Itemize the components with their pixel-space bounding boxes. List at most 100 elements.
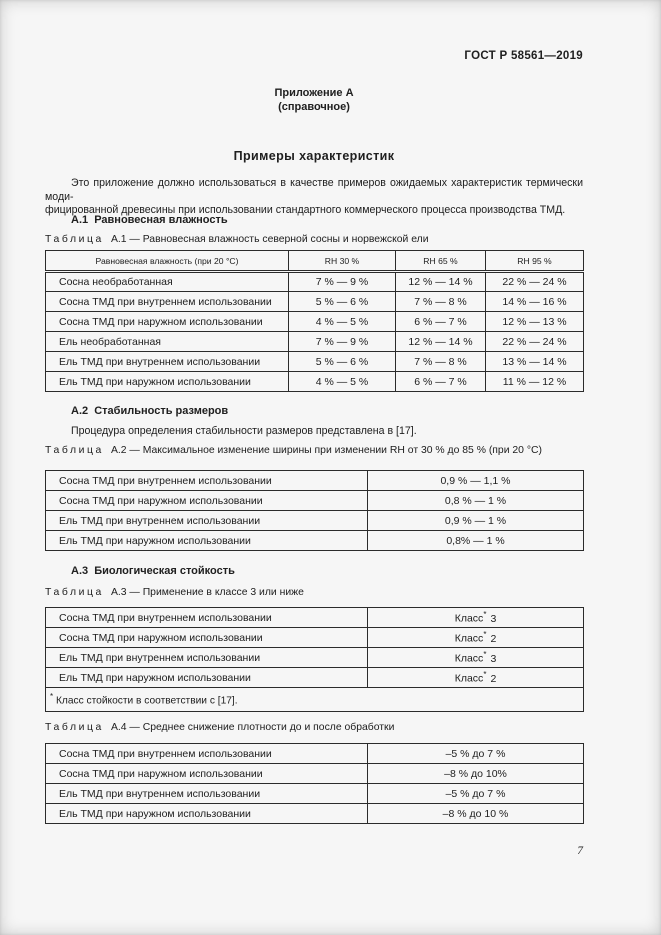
row-label: Сосна необработанная	[45, 271, 289, 292]
section-a3-heading: А.3 Биологическая стойкость	[71, 565, 235, 577]
row-value: 4 % — 5 %	[288, 371, 396, 392]
row-value: –5 % до 7 %	[367, 743, 584, 764]
table-row: Ель ТМД при внутреннем использовании 0,9…	[45, 510, 584, 531]
row-label: Сосна ТМД при наружном использовании	[45, 627, 368, 648]
table-row: Ель ТМД при внутреннем использовании –5 …	[45, 783, 584, 804]
table-row: Ель ТМД при внутреннем использовании Кла…	[45, 647, 584, 668]
section-a2-paragraph: Процедура определения стабильности разме…	[71, 425, 417, 437]
table-a4-caption-text: А.4 — Среднее снижение плотности до и по…	[110, 722, 395, 733]
row-label: Сосна ТМД при внутреннем использовании	[45, 470, 368, 491]
row-label: Сосна ТМД при наружном использовании	[45, 311, 289, 332]
row-label: Ель ТМД при наружном использовании	[45, 803, 368, 824]
row-value: 12 % — 14 %	[395, 331, 486, 352]
row-value: 7 % — 8 %	[395, 291, 486, 312]
class-word: Класс	[454, 652, 484, 665]
row-value: 11 % — 12 %	[485, 371, 584, 392]
section-a2-heading: А.2 Стабильность размеров	[71, 405, 229, 417]
table-row: Сосна ТМД при наружном использовании 4 %…	[45, 311, 584, 332]
footnote-marker: *	[483, 650, 487, 660]
table-a1-caption: Таблица А.1 — Равновесная влажность север…	[45, 234, 605, 245]
row-value: Класс* 3	[367, 607, 584, 628]
annex-title: Приложение А	[274, 87, 354, 99]
row-label: Сосна ТМД при наружном использовании	[45, 763, 368, 784]
table-row: Сосна ТМД при внутреннем использовании –…	[45, 743, 584, 764]
row-label: Ель ТМД при наружном использовании	[45, 667, 368, 688]
class-number: 3	[490, 652, 497, 665]
table-a1-header-col4: RH 95 %	[485, 250, 584, 273]
row-label: Сосна ТМД при внутреннем использовании	[45, 607, 368, 628]
row-value: 6 % — 7 %	[395, 371, 486, 392]
row-value: 12 % — 13 %	[485, 311, 584, 332]
table-row: Сосна ТМД при внутреннем использовании 5…	[45, 291, 584, 312]
row-value: 0,8% — 1 %	[367, 530, 584, 551]
table-a3-caption-word: Таблица	[45, 587, 104, 598]
table-row: Ель ТМД при наружном использовании Класс…	[45, 667, 584, 688]
table-row: Сосна ТМД при наружном использовании –8 …	[45, 763, 584, 784]
annex-subtitle: (справочное)	[278, 100, 350, 113]
row-label: Ель ТМД при внутреннем использовании	[45, 647, 368, 668]
intro-paragraph: Это приложение должно использоваться в к…	[45, 177, 583, 218]
row-value: 6 % — 7 %	[395, 311, 486, 332]
row-value: Класс* 2	[367, 627, 584, 648]
row-value: –5 % до 7 %	[367, 783, 584, 804]
row-value: Класс* 3	[367, 647, 584, 668]
class-number: 2	[490, 632, 497, 645]
table-row: Ель ТМД при внутреннем использовании 5 %…	[45, 351, 584, 372]
row-value: 0,9 % — 1,1 %	[367, 470, 584, 491]
row-label: Ель ТМД при внутреннем использовании	[45, 510, 368, 531]
row-label: Ель необработанная	[45, 331, 289, 352]
row-label: Сосна ТМД при внутреннем использовании	[45, 743, 368, 764]
table-row: Сосна необработанная 7 % — 9 % 12 % — 14…	[45, 271, 584, 292]
page-number: 7	[577, 845, 583, 857]
table-a2-caption: Таблица А.2 — Максимальное изменение шири…	[45, 445, 605, 456]
table-footnote-row: * Класс стойкости в соответствии с [17].	[45, 687, 584, 712]
row-label: Ель ТМД при внутреннем использовании	[45, 351, 289, 372]
table-a1-header-row: Равновесная влажность (при 20 °С) RH 30 …	[45, 250, 584, 273]
row-value: 5 % — 6 %	[288, 291, 396, 312]
table-a4: Сосна ТМД при внутреннем использовании –…	[45, 743, 584, 824]
row-value: Класс* 2	[367, 667, 584, 688]
row-label: Ель ТМД при наружном использовании	[45, 371, 289, 392]
intro-line-1: Это приложение должно использоваться в к…	[45, 177, 583, 203]
table-footnote: * Класс стойкости в соответствии с [17].	[45, 687, 584, 712]
intro-line-2: фицированной древесины при использовании…	[45, 204, 566, 216]
row-value: 0,8 % — 1 %	[367, 490, 584, 511]
row-label: Ель ТМД при внутреннем использовании	[45, 783, 368, 804]
row-value: –8 % до 10%	[367, 763, 584, 784]
standard-number: ГОСТ Р 58561—2019	[464, 50, 583, 62]
table-a4-caption: Таблица А.4 — Среднее снижение плотности …	[45, 722, 605, 733]
class-word: Класс	[454, 612, 484, 625]
row-value: 7 % — 9 %	[288, 331, 396, 352]
table-row: Ель необработанная 7 % — 9 % 12 % — 14 %…	[45, 331, 584, 352]
footnote-text: Класс стойкости в соответствии с [17].	[53, 695, 238, 707]
table-row: Сосна ТМД при наружном использовании Кла…	[45, 627, 584, 648]
table-a4-caption-word: Таблица	[45, 722, 104, 733]
footnote-marker: *	[50, 692, 54, 702]
table-a1-caption-text: А.1 — Равновесная влажность северной сос…	[110, 234, 429, 245]
table-a3-caption: Таблица А.3 — Применение в классе 3 или н…	[45, 587, 605, 598]
row-value: 4 % — 5 %	[288, 311, 396, 332]
table-row: Сосна ТМД при внутреннем использовании 0…	[45, 470, 584, 491]
row-value: 7 % — 9 %	[288, 271, 396, 292]
table-a2: Сосна ТМД при внутреннем использовании 0…	[45, 470, 584, 551]
footnote-marker: *	[483, 610, 487, 620]
table-a3: Сосна ТМД при внутреннем использовании К…	[45, 607, 584, 712]
table-row: Сосна ТМД при наружном использовании 0,8…	[45, 490, 584, 511]
row-label: Сосна ТМД при внутреннем использовании	[45, 291, 289, 312]
table-a1-header-col3: RH 65 %	[395, 250, 486, 273]
row-label: Сосна ТМД при наружном использовании	[45, 490, 368, 511]
class-number: 3	[490, 612, 497, 625]
row-value: 14 % — 16 %	[485, 291, 584, 312]
row-value: –8 % до 10 %	[367, 803, 584, 824]
table-a1: Равновесная влажность (при 20 °С) RH 30 …	[45, 250, 584, 392]
table-a3-caption-text: А.3 — Применение в классе 3 или ниже	[110, 587, 304, 598]
row-value: 22 % — 24 %	[485, 331, 584, 352]
class-number: 2	[490, 672, 497, 685]
row-label: Ель ТМД при наружном использовании	[45, 530, 368, 551]
row-value: 13 % — 14 %	[485, 351, 584, 372]
table-a2-caption-word: Таблица	[45, 445, 104, 456]
row-value: 0,9 % — 1 %	[367, 510, 584, 531]
page-title: Примеры характеристик	[233, 149, 395, 163]
class-word: Класс	[454, 632, 484, 645]
